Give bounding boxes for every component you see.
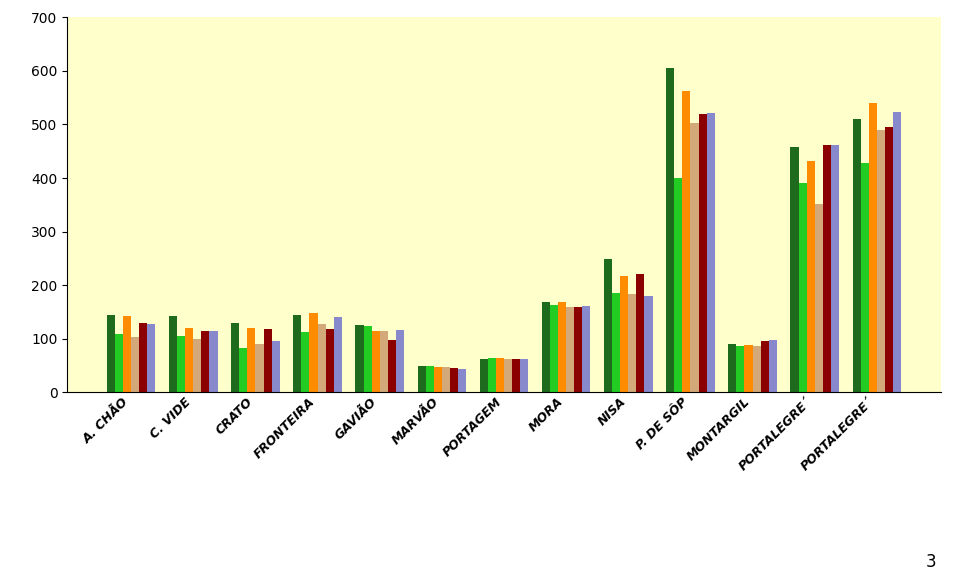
Bar	[458, 369, 467, 392]
Bar	[790, 147, 799, 392]
Bar	[325, 329, 334, 392]
Bar	[132, 337, 139, 392]
Bar	[318, 324, 325, 392]
Bar	[823, 145, 830, 392]
Bar	[815, 204, 823, 392]
Bar	[107, 314, 115, 392]
Bar	[185, 328, 193, 392]
Bar	[123, 316, 132, 392]
Bar	[480, 359, 488, 392]
Bar	[612, 293, 620, 392]
Bar	[760, 342, 769, 392]
Bar	[869, 103, 876, 392]
Bar	[830, 145, 839, 392]
Bar	[442, 367, 450, 392]
Bar	[255, 344, 263, 392]
Bar	[666, 68, 674, 392]
Bar	[388, 340, 396, 392]
Bar	[566, 306, 574, 392]
Bar	[209, 331, 218, 392]
Bar	[504, 359, 512, 392]
Bar	[885, 127, 893, 392]
Bar	[574, 306, 583, 392]
Bar	[272, 342, 279, 392]
Bar	[806, 161, 815, 392]
Bar	[541, 302, 550, 392]
Bar	[418, 366, 425, 392]
Bar	[699, 114, 707, 392]
Bar	[496, 358, 504, 392]
Bar	[729, 344, 736, 392]
Bar	[520, 359, 528, 392]
Bar	[707, 113, 714, 392]
Bar	[231, 323, 239, 392]
Bar	[753, 346, 760, 392]
Bar	[115, 335, 123, 392]
Bar	[355, 325, 364, 392]
Bar	[147, 324, 156, 392]
Text: 3: 3	[925, 553, 936, 571]
Bar	[876, 130, 885, 392]
Bar	[380, 331, 388, 392]
Bar	[769, 340, 777, 392]
Bar	[263, 329, 272, 392]
Bar	[364, 327, 372, 392]
Bar	[202, 331, 209, 392]
Bar	[674, 178, 683, 392]
Bar	[852, 119, 861, 392]
Bar	[550, 305, 558, 392]
Bar	[644, 296, 653, 392]
Bar	[294, 314, 301, 392]
Bar	[396, 330, 404, 392]
Bar	[620, 276, 628, 392]
Bar	[636, 275, 644, 392]
Bar	[193, 339, 202, 392]
Bar	[628, 294, 636, 392]
Bar	[169, 316, 178, 392]
Bar	[799, 183, 806, 392]
Bar	[178, 336, 185, 392]
Bar	[745, 345, 753, 392]
Bar	[583, 306, 590, 392]
Bar	[558, 302, 566, 392]
Bar	[434, 366, 442, 392]
Bar	[139, 323, 147, 392]
Bar	[861, 163, 869, 392]
Bar	[301, 332, 309, 392]
Bar	[248, 328, 255, 392]
Bar	[425, 366, 434, 392]
Bar	[450, 368, 458, 392]
Bar	[690, 123, 699, 392]
Bar	[512, 359, 520, 392]
Bar	[683, 91, 690, 392]
Bar	[604, 260, 612, 392]
Bar	[736, 346, 745, 392]
Bar	[372, 331, 380, 392]
Bar	[239, 349, 248, 392]
Bar	[893, 112, 901, 392]
Bar	[488, 358, 496, 392]
Bar	[309, 313, 318, 392]
Bar	[334, 317, 342, 392]
